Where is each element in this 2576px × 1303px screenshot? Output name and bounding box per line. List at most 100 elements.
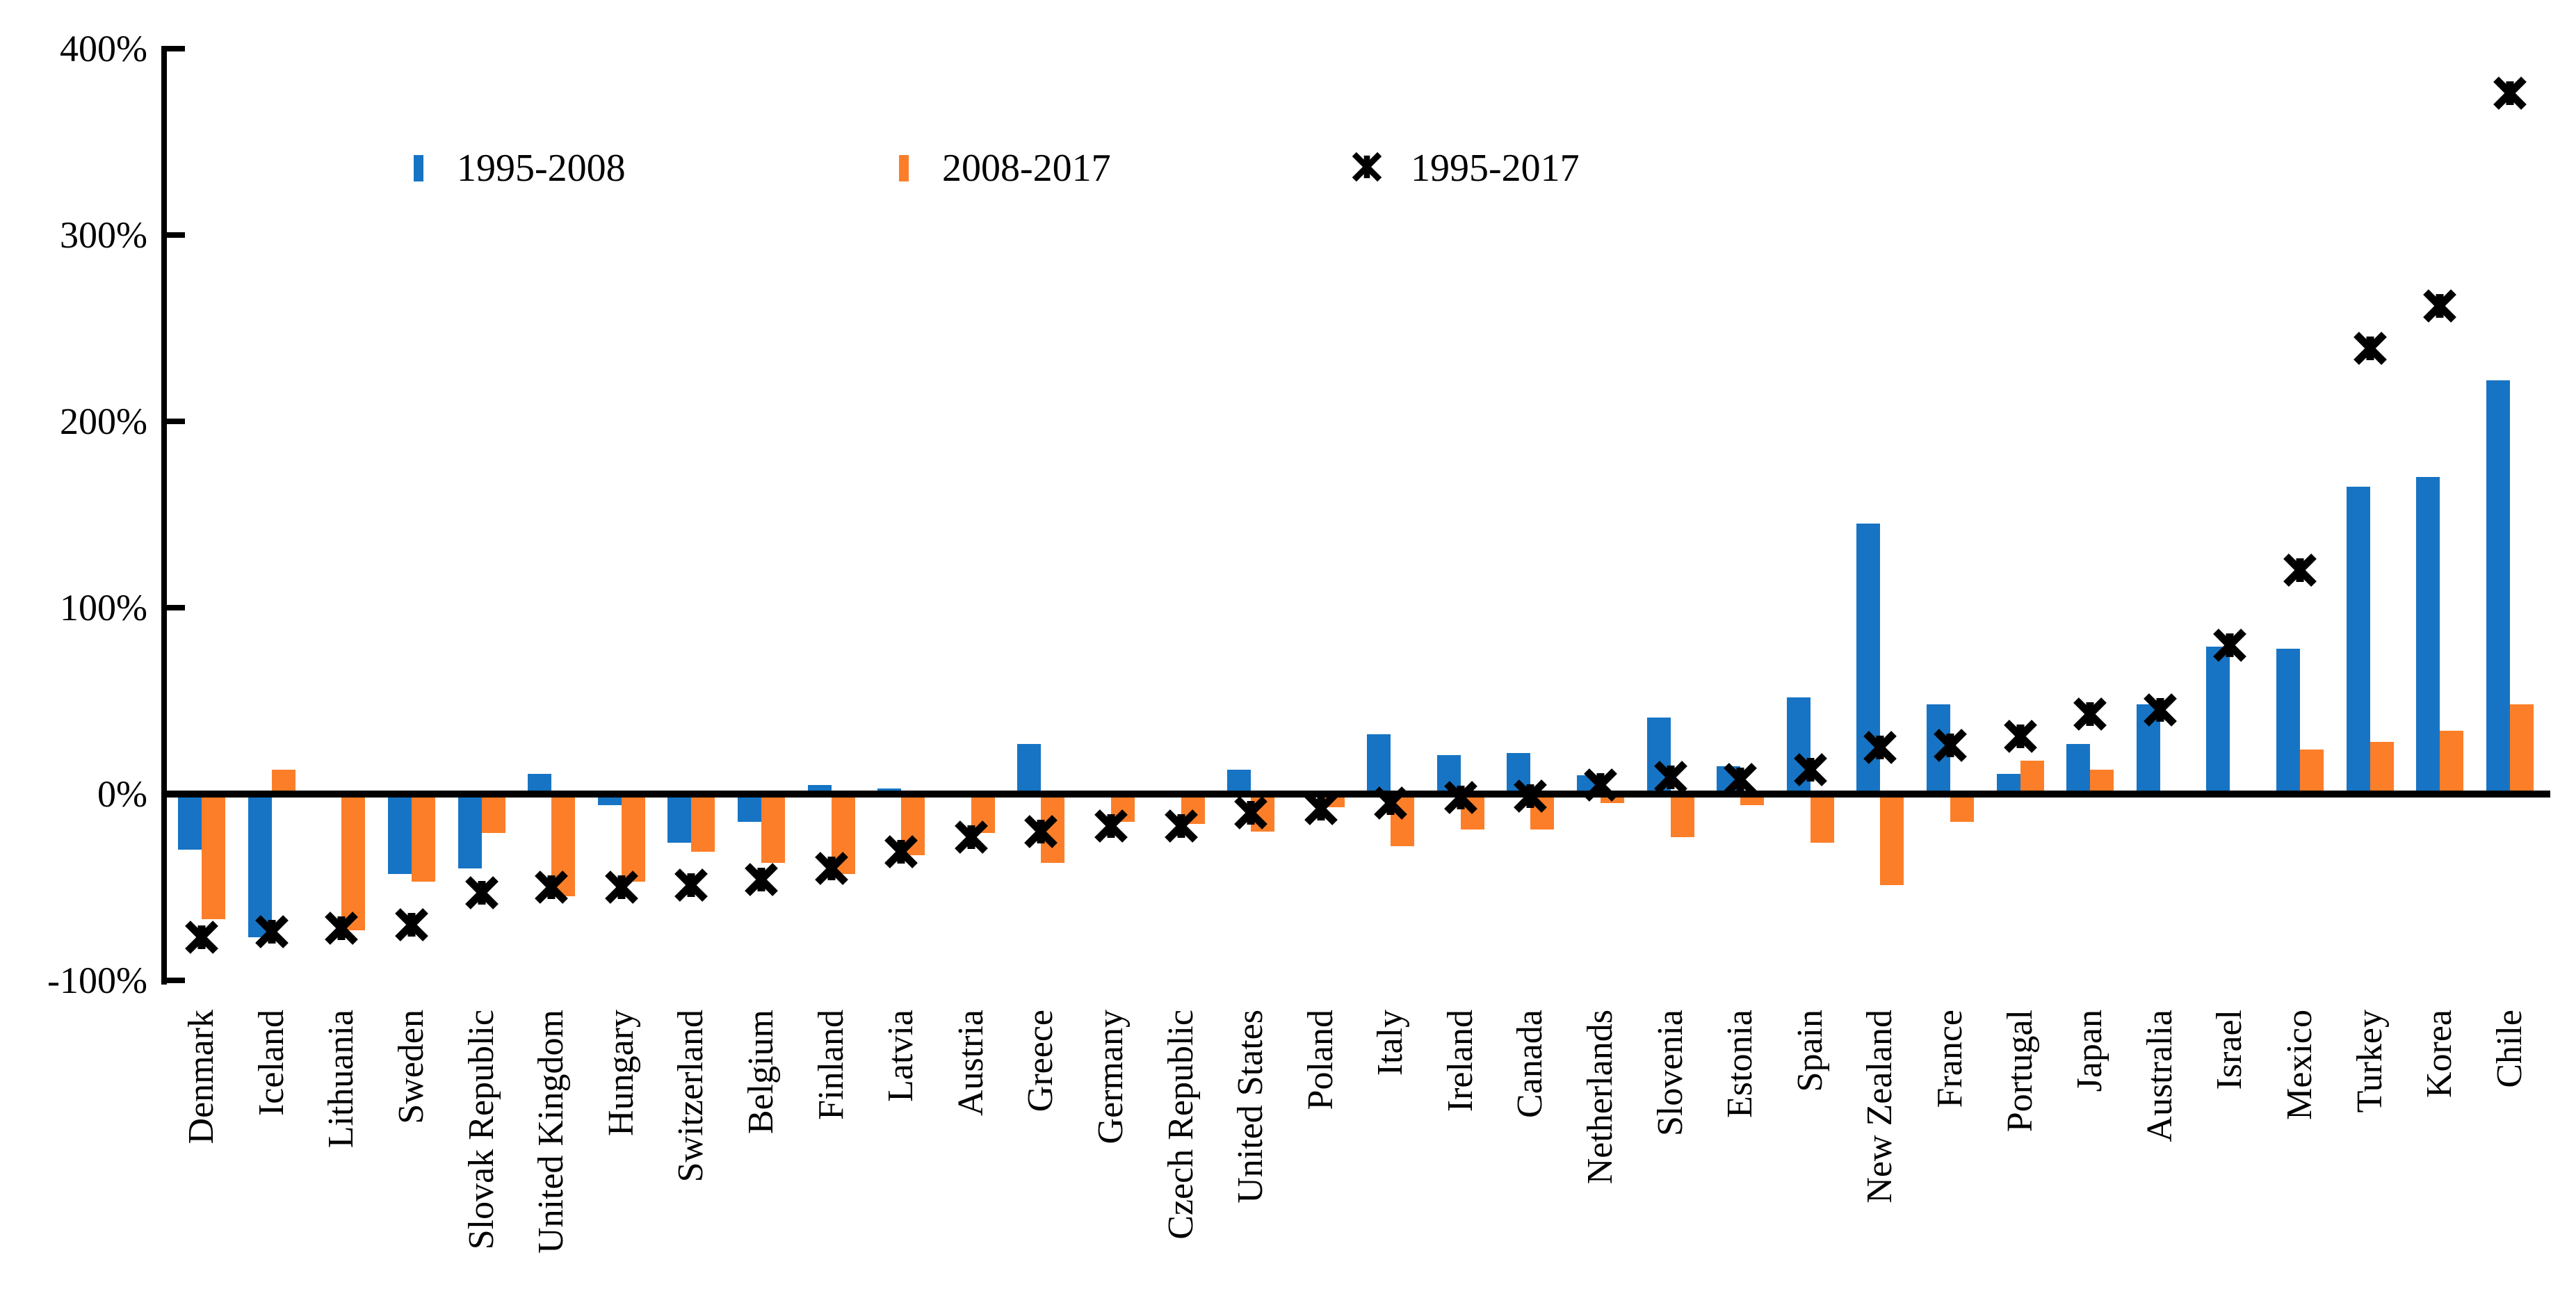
x-marker-1995-2017-austria <box>954 820 988 854</box>
category-label-netherlands: Netherlands <box>1580 1010 1621 1185</box>
legend: 1995-2008 2008-2017 1995-2017 <box>0 133 1669 203</box>
bar-1995-2008-chile <box>2486 380 2510 794</box>
category-label-latvia: Latvia <box>881 1010 921 1102</box>
y-axis-tick <box>167 978 185 983</box>
category-label-czech-republic: Czech Republic <box>1160 1010 1201 1240</box>
x-marker-1995-2017-france <box>1934 729 1967 763</box>
category-label-canada: Canada <box>1510 1010 1550 1118</box>
x-marker-1995-2017-chile <box>2493 76 2527 111</box>
bar-2008-2017-sweden <box>412 794 436 882</box>
y-axis-tick <box>167 46 185 51</box>
x-marker-1995-2017-israel <box>2213 628 2247 662</box>
x-marker-1995-2017-slovenia <box>1653 760 1687 794</box>
x-marker-1995-2017-australia <box>2143 693 2177 727</box>
category-label-japan: Japan <box>2070 1010 2110 1092</box>
bar-2008-2017-portugal <box>2020 760 2044 794</box>
bar-2008-2017-mexico <box>2299 749 2324 794</box>
legend-swatch-orange <box>899 155 909 181</box>
category-label-germany: Germany <box>1090 1010 1131 1144</box>
x-marker-1995-2017-spain <box>1793 753 1827 787</box>
bar-1995-2008-iceland <box>248 794 272 938</box>
category-label-ireland: Ireland <box>1440 1010 1480 1112</box>
bar-2008-2017-lithuania <box>341 794 366 930</box>
x-marker-1995-2017-slovak-republic <box>464 876 499 909</box>
legend-item-label: 1995-2008 <box>457 147 626 190</box>
category-label-france: France <box>1930 1010 1970 1108</box>
x-marker-1995-2017-mexico <box>2283 553 2317 588</box>
bar-1995-2008-japan <box>2066 743 2091 794</box>
bar-1995-2008-belgium <box>738 794 761 823</box>
category-label-spain: Spain <box>1790 1010 1830 1092</box>
bar-1995-2008-slovak-republic <box>457 794 482 869</box>
y-tick-label: -100% <box>47 960 147 1001</box>
x-marker-1995-2017-germany <box>1094 809 1128 843</box>
bar-1995-2008-greece <box>1017 743 1042 794</box>
x-marker-1995-2017-lithuania <box>325 912 359 945</box>
y-tick-label: 400% <box>60 28 147 70</box>
x-marker-1995-2017-japan <box>2073 697 2107 731</box>
y-tick-label: 200% <box>60 400 147 442</box>
category-label-australia: Australia <box>2139 1010 2180 1142</box>
y-tick-label: 100% <box>60 587 147 629</box>
category-label-hungary: Hungary <box>601 1010 641 1136</box>
legend-item-2008-2017: 2008-2017 <box>899 133 1111 203</box>
category-label-chile: Chile <box>2489 1010 2529 1088</box>
bar-2008-2017-hungary <box>621 794 645 882</box>
bar-2008-2017-switzerland <box>691 794 715 852</box>
x-marker-1995-2017-sweden <box>395 907 428 941</box>
bar-2008-2017-chile <box>2509 704 2534 794</box>
legend-swatch-blue <box>414 155 423 181</box>
y-tick-label: 300% <box>60 214 147 256</box>
x-marker-1995-2017-czech-republic <box>1164 809 1198 843</box>
x-marker-1995-2017-hungary <box>604 871 638 904</box>
x-marker-1995-2017-turkey <box>2353 332 2387 366</box>
bar-1995-2008-sweden <box>388 794 412 875</box>
zero-baseline <box>161 791 2550 798</box>
x-marker-1995-2017-switzerland <box>674 868 708 903</box>
legend-item-1995-2017: 1995-2017 <box>1351 133 1580 203</box>
bar-2008-2017-korea <box>2440 730 2464 794</box>
bar-2008-2017-slovak-republic <box>481 794 505 834</box>
category-label-austria: Austria <box>950 1010 991 1117</box>
bar-2008-2017-slovenia <box>1670 794 1694 837</box>
category-label-korea: Korea <box>2420 1010 2460 1099</box>
bar-1995-2008-korea <box>2416 477 2440 794</box>
y-axis-tick <box>167 232 185 238</box>
x-marker-1995-2017-finland <box>814 852 848 886</box>
bar-2008-2017-turkey <box>2370 741 2394 794</box>
x-marker-1995-2017-ireland <box>1443 781 1477 815</box>
bar-1995-2008-switzerland <box>667 794 692 843</box>
x-marker-1995-2017-iceland <box>254 915 289 949</box>
x-marker-1995-2017-korea <box>2423 289 2456 323</box>
category-label-israel: Israel <box>2210 1010 2250 1090</box>
category-label-belgium: Belgium <box>741 1010 781 1135</box>
y-axis-tick <box>167 419 185 424</box>
x-marker-1995-2017-netherlands <box>1584 768 1617 802</box>
bar-1995-2008-turkey <box>2346 486 2370 794</box>
x-marker-1995-2017-canada <box>1514 779 1548 813</box>
category-label-estonia: Estonia <box>1720 1010 1760 1118</box>
x-marker-1995-2017-poland <box>1304 792 1338 826</box>
category-label-united-states: United States <box>1231 1010 1271 1204</box>
x-marker-1995-2017-greece <box>1024 814 1058 848</box>
category-label-italy: Italy <box>1370 1010 1411 1076</box>
y-axis-line <box>161 46 167 985</box>
category-label-iceland: Iceland <box>251 1010 291 1117</box>
x-marker-1995-2017-italy <box>1374 786 1408 820</box>
category-label-denmark: Denmark <box>181 1010 222 1144</box>
legend-item-label: 1995-2017 <box>1411 147 1580 190</box>
category-label-lithuania: Lithuania <box>321 1010 362 1149</box>
category-label-slovenia: Slovenia <box>1650 1010 1690 1136</box>
x-marker-1995-2017-estonia <box>1724 762 1758 796</box>
category-label-greece: Greece <box>1021 1010 1061 1112</box>
bar-2008-2017-denmark <box>202 794 226 919</box>
bar-1995-2008-israel <box>2206 647 2230 794</box>
x-marker-1995-2017-latvia <box>884 835 918 868</box>
category-label-slovak-republic: Slovak Republic <box>461 1010 501 1250</box>
y-axis-tick <box>167 605 185 610</box>
x-marker-1995-2017-portugal <box>2003 720 2037 753</box>
x-marker-1995-2017-denmark <box>185 921 219 955</box>
category-label-finland: Finland <box>811 1010 851 1120</box>
bar-2008-2017-new-zealand <box>1880 794 1904 886</box>
